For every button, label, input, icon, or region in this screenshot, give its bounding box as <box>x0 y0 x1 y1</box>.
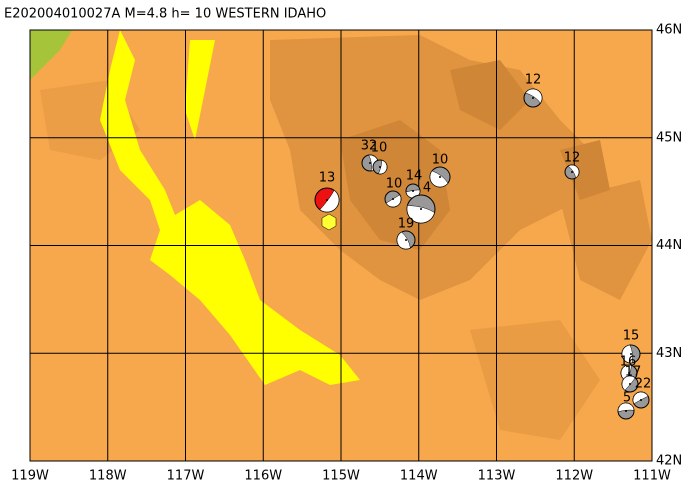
beachball <box>429 166 451 188</box>
beachball <box>405 183 421 199</box>
depth-label: 13 <box>319 171 336 186</box>
beachball <box>372 159 388 175</box>
ball-center <box>640 399 642 401</box>
lon-label: 117W <box>167 469 205 484</box>
depth-label: 10 <box>371 141 388 156</box>
ball-quadrant <box>406 205 435 224</box>
lon-label: 112W <box>555 469 593 484</box>
ball-center <box>571 171 573 173</box>
ball-center <box>439 176 441 178</box>
ball-quadrant <box>632 391 649 405</box>
ball-quadrant <box>525 88 543 104</box>
depth-label: 22 <box>635 377 652 392</box>
ball-quadrant <box>378 159 388 175</box>
ball-quadrant <box>567 164 580 179</box>
depth-label: 4 <box>423 181 431 196</box>
beachball <box>617 402 635 420</box>
depth-label: 17 <box>625 365 642 380</box>
depth-label: 5 <box>623 391 631 406</box>
lon-label: 116W <box>244 469 282 484</box>
depth-label: 10 <box>432 153 449 168</box>
depth-label: 15 <box>623 329 640 344</box>
beachball <box>564 164 580 180</box>
epicenter <box>321 213 337 231</box>
ball-center <box>629 383 631 385</box>
beachball <box>632 391 650 409</box>
depth-label: 32 <box>361 139 378 154</box>
ball-center <box>628 372 630 374</box>
river <box>185 40 215 140</box>
lat-label: 44N <box>656 238 682 253</box>
frame <box>29 29 653 462</box>
depth-label: 12 <box>564 151 581 166</box>
beachball <box>621 375 639 393</box>
beachball <box>384 190 402 208</box>
lon-label: 115W <box>322 469 360 484</box>
depth-label: 19 <box>398 217 415 232</box>
lat-label: 46N <box>656 23 682 38</box>
ball-quadrant <box>396 231 411 250</box>
ball-quadrant <box>621 375 636 391</box>
beachball <box>314 187 340 213</box>
depth-label: 14 <box>406 169 423 184</box>
lon-label: 114W <box>400 469 438 484</box>
ball-quadrant <box>385 194 402 208</box>
ball-center <box>369 162 371 164</box>
ball-center <box>625 410 627 412</box>
map-title: E202004010027A M=4.8 h= 10 WESTERN IDAHO <box>4 7 326 22</box>
lat-label: 42N <box>656 454 682 469</box>
ball-center <box>326 199 328 201</box>
depth-label: 10 <box>386 177 403 192</box>
ball-center <box>405 239 407 241</box>
ball-center <box>420 208 422 210</box>
depth-label: 12 <box>525 73 542 88</box>
beachball <box>621 344 641 364</box>
beachball <box>523 88 543 108</box>
plain <box>100 30 360 385</box>
lat-label: 45N <box>656 130 682 145</box>
beachball <box>406 194 436 224</box>
lon-label: 111W <box>633 469 671 484</box>
ball-quadrant <box>617 402 635 412</box>
lowland <box>30 30 72 80</box>
lon-label: 119W <box>11 469 49 484</box>
ball-quadrant <box>621 344 633 364</box>
ball-center <box>379 166 381 168</box>
lon-label: 113W <box>478 469 516 484</box>
lat-label: 43N <box>656 346 682 361</box>
depth-label: 16 <box>620 355 637 370</box>
beachball <box>396 230 416 250</box>
lon-label: 118W <box>89 469 127 484</box>
ball-center <box>392 198 394 200</box>
ball-quadrant <box>429 170 449 188</box>
ball-center <box>532 97 534 99</box>
ball-center <box>630 353 632 355</box>
ball-center <box>412 190 414 192</box>
